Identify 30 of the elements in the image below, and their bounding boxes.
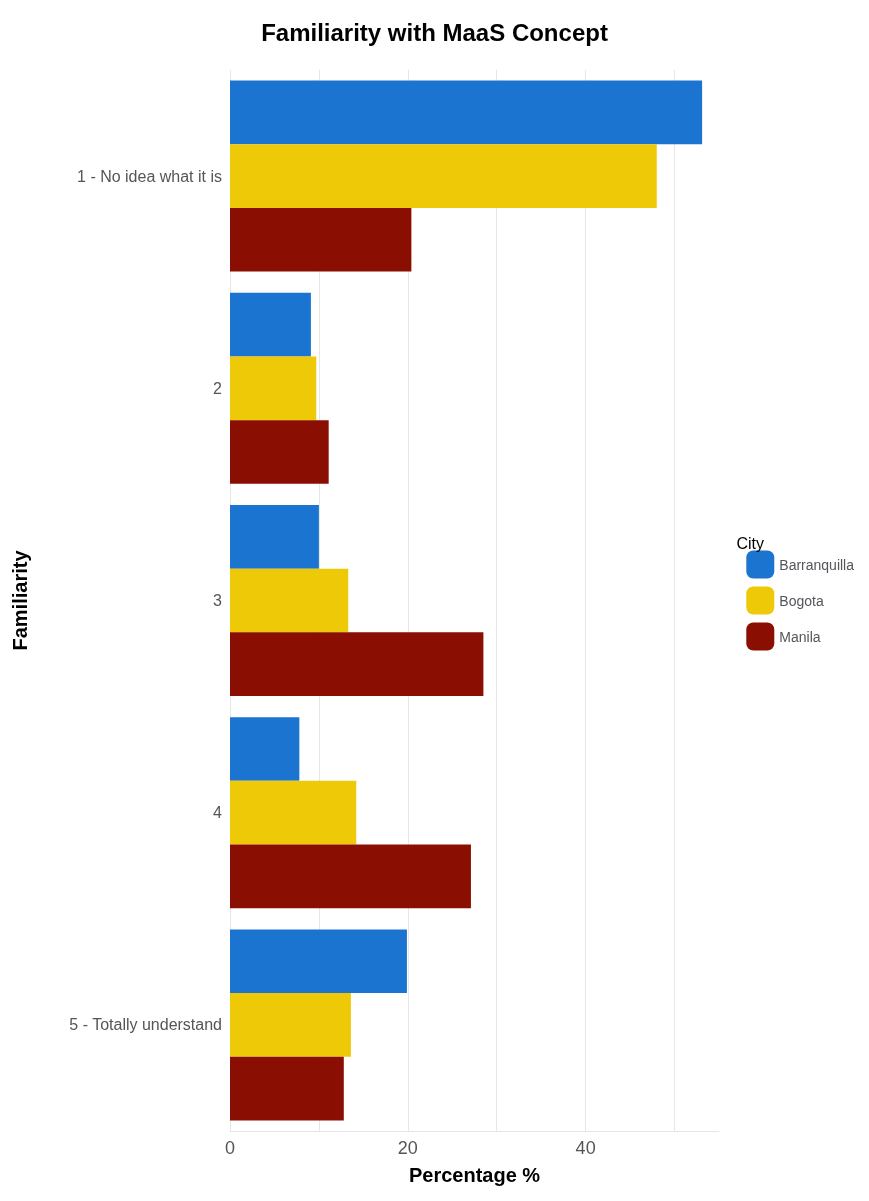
x-tick-label: 40 xyxy=(575,1138,596,1158)
x-tick-label: 20 xyxy=(397,1138,418,1158)
y-tick-label: 1 - No idea what it is xyxy=(77,167,222,185)
y-tick-label: 5 - Totally understand xyxy=(69,1016,222,1034)
y-axis-title: Familiarity xyxy=(9,549,31,651)
bar xyxy=(230,632,484,696)
bar xyxy=(230,420,329,484)
bar xyxy=(230,356,317,421)
bar xyxy=(230,929,407,994)
x-tick-label: 0 xyxy=(224,1138,236,1158)
y-tick-label: 3 xyxy=(213,592,223,609)
bar xyxy=(230,80,703,145)
legend-label: Manila xyxy=(779,628,821,645)
legend-label: Barranquilla xyxy=(779,556,855,573)
bar xyxy=(230,1056,344,1121)
y-tick-label: 2 xyxy=(213,379,223,397)
legend-title: City xyxy=(736,534,765,552)
bar xyxy=(230,780,357,845)
bar xyxy=(230,717,300,781)
chart-title: Familiarity with MaaS Concept xyxy=(261,18,608,46)
y-tick-label: 4 xyxy=(213,804,223,822)
bar xyxy=(230,993,351,1057)
bar xyxy=(230,144,657,208)
legend-label: Bogota xyxy=(779,592,824,609)
bar xyxy=(230,844,471,909)
x-axis-title: Percentage % xyxy=(408,1164,541,1186)
bar xyxy=(230,292,311,357)
bar xyxy=(230,568,349,633)
bar xyxy=(230,207,412,272)
bar xyxy=(230,505,319,569)
